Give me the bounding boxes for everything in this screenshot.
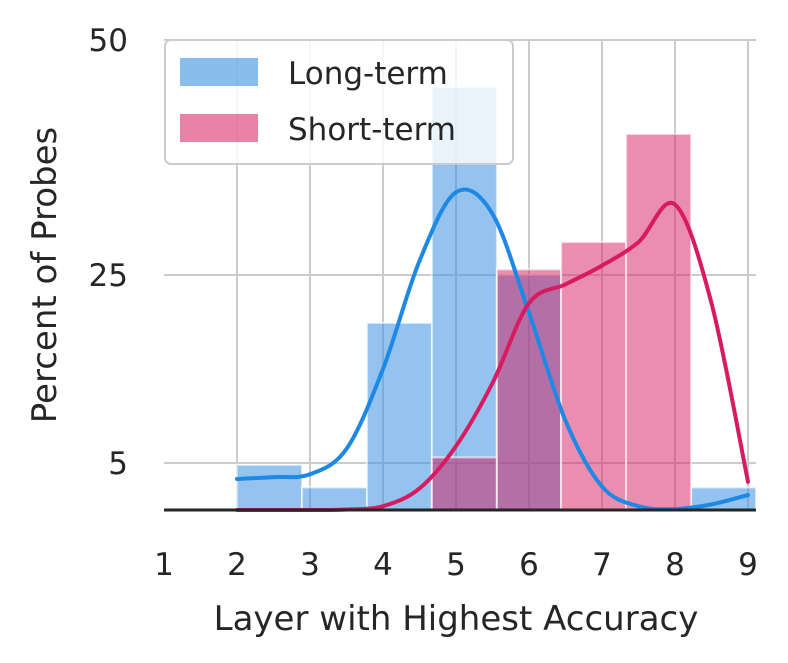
legend: Long-term Short-term [164,39,514,165]
y-tick-label: 5 [108,446,128,482]
x-tick-label: 1 [154,547,174,583]
bar-long-term [365,321,433,511]
y-tick-label: 25 [89,258,128,294]
x-tick-label: 8 [665,547,685,583]
x-tick-label: 9 [738,547,758,583]
bar-long-term [236,463,303,512]
x-tick-label: 2 [227,547,247,583]
y-tick-labels: 5 25 50 [89,23,128,482]
x-axis-label: Layer with Highest Accuracy [214,599,699,639]
x-tick-label: 3 [300,547,320,583]
legend-swatch-short-term [180,114,258,142]
legend-label-short-term: Short-term [288,112,456,148]
y-tick-label: 50 [89,23,128,59]
x-tick-label: 5 [446,547,466,583]
bar-short-term [625,133,693,511]
x-tick-labels: 1 2 3 4 5 6 7 8 9 [154,547,758,583]
y-axis-label: Percent of Probes [25,127,65,423]
x-tick-label: 7 [592,547,612,583]
x-tick-label: 4 [373,547,393,583]
legend-label-long-term: Long-term [288,56,448,92]
legend-swatch-long-term [180,58,258,86]
bar-short-term [560,241,628,511]
bar-long-term [300,486,368,512]
x-tick-label: 6 [519,547,539,583]
